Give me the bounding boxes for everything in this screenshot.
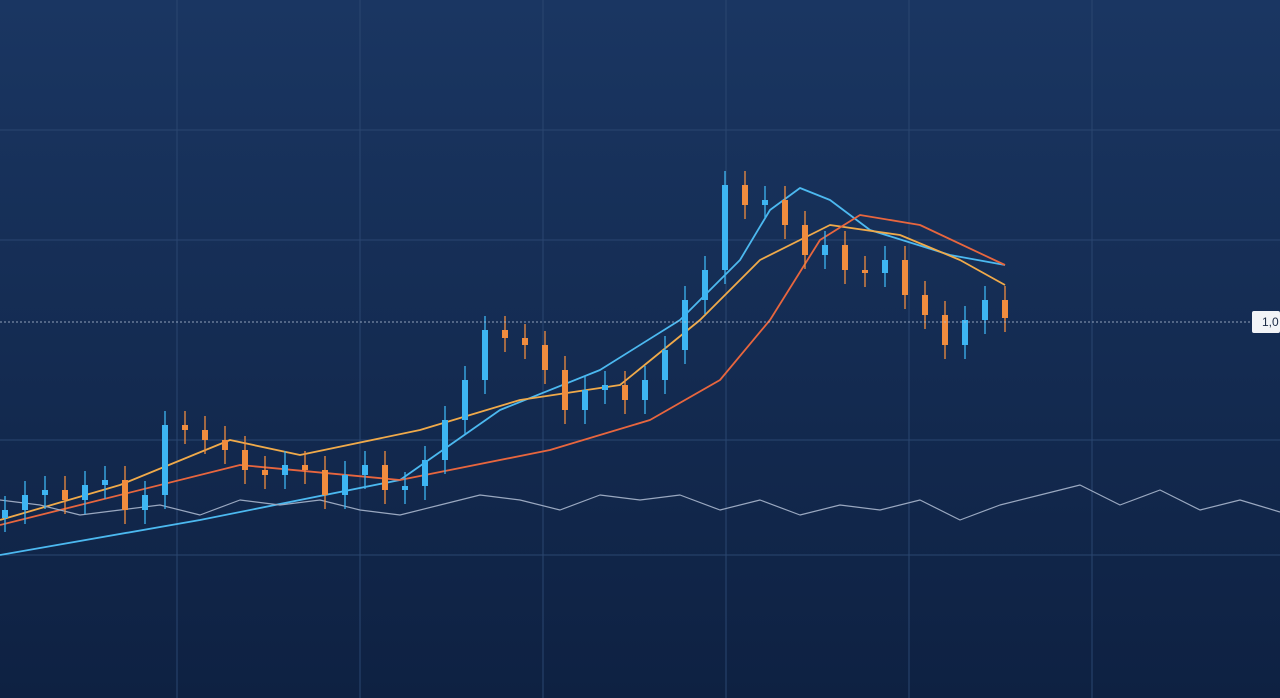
candle-body (262, 470, 268, 475)
candle-body (922, 295, 928, 315)
current-price-box (1252, 311, 1280, 333)
candle-body (202, 430, 208, 440)
candle-body (382, 465, 388, 490)
candle-body (162, 425, 168, 495)
candle-body (362, 465, 368, 475)
candle-body (42, 490, 48, 495)
candle-body (502, 330, 508, 338)
candle-body (742, 185, 748, 205)
candle-body (462, 380, 468, 420)
candle-body (22, 495, 28, 510)
candle-body (522, 338, 528, 345)
candle-body (542, 345, 548, 370)
candle-body (602, 385, 608, 390)
indicator-line (0, 224, 1006, 521)
candle-body (2, 510, 8, 518)
candle-body (642, 380, 648, 400)
candle-body (902, 260, 908, 295)
candle-body (562, 370, 568, 410)
indicator-line (0, 484, 1280, 521)
candle-body (582, 390, 588, 410)
candle-body (962, 320, 968, 345)
candle-body (402, 486, 408, 490)
candle-body (222, 440, 228, 450)
candle-body (282, 465, 288, 475)
candle-body (882, 260, 888, 273)
candle-body (1002, 300, 1008, 318)
candle-body (722, 185, 728, 270)
candle-body (862, 270, 868, 273)
candle-body (982, 300, 988, 320)
candle-body (782, 200, 788, 225)
candle-body (942, 315, 948, 345)
candle-body (322, 470, 328, 495)
candle-body (622, 385, 628, 400)
candle-body (802, 225, 808, 255)
candle-body (482, 330, 488, 380)
candle-body (242, 450, 248, 470)
candle-body (342, 475, 348, 495)
candle-body (842, 245, 848, 270)
current-price-label: 1,0 (1262, 315, 1279, 329)
candle-body (442, 420, 448, 460)
candle-body (302, 465, 308, 470)
candle-body (682, 300, 688, 350)
candle-body (122, 480, 128, 510)
candle-body (182, 425, 188, 430)
candle-body (102, 480, 108, 485)
candle-body (62, 490, 68, 500)
candle-body (142, 495, 148, 510)
candle-body (702, 270, 708, 300)
candle-body (422, 460, 428, 486)
candle-body (762, 200, 768, 205)
candle-body (822, 245, 828, 255)
candle-body (82, 485, 88, 500)
candle-body (662, 350, 668, 380)
